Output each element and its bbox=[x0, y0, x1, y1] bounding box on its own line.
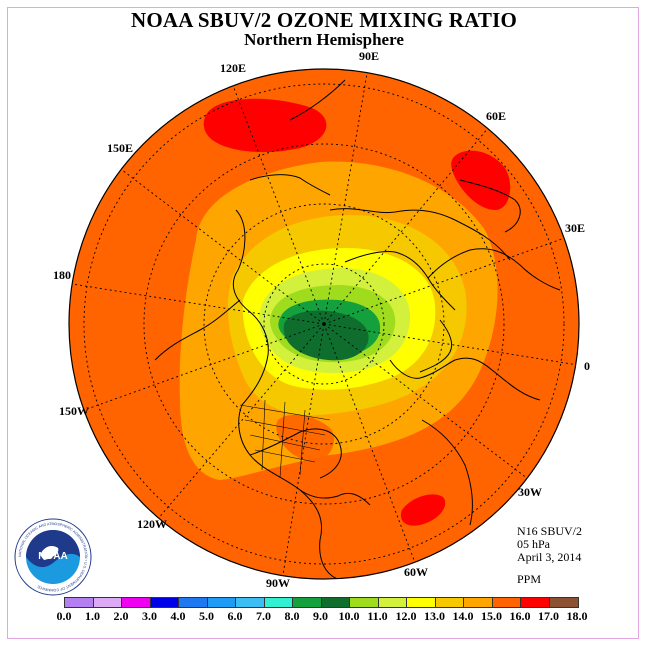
logo-wordmark: NOAA bbox=[38, 551, 67, 562]
colorbar-tick-label: 9.0 bbox=[313, 609, 328, 623]
colorbar bbox=[64, 597, 579, 608]
lon-label-60e: 60E bbox=[486, 109, 506, 123]
colorbar-tick-label: 7.0 bbox=[256, 609, 271, 623]
ozone-max-asia bbox=[203, 98, 327, 153]
colorbar-tick-label: 11.0 bbox=[367, 609, 388, 623]
ozone-max-atlantic bbox=[400, 494, 446, 526]
colorbar-swatch bbox=[122, 598, 151, 607]
map-subtitle: Northern Hemisphere bbox=[244, 30, 404, 49]
colorbar-swatch bbox=[492, 598, 521, 607]
lon-label-120e: 120E bbox=[220, 61, 246, 75]
colorbar-swatch bbox=[549, 598, 578, 607]
lon-label-180: 180 bbox=[53, 268, 71, 282]
map-title: NOAA SBUV/2 OZONE MIXING RATIO bbox=[131, 8, 517, 32]
colorbar-tick-label: 16.0 bbox=[509, 609, 531, 623]
colorbar-swatch bbox=[236, 598, 265, 607]
lon-label-30e: 30E bbox=[565, 221, 585, 235]
colorbar-tick-label: 15.0 bbox=[481, 609, 502, 623]
ozone-max-europe bbox=[451, 150, 511, 210]
lon-label-120w: 120W bbox=[137, 517, 167, 531]
colorbar-swatch bbox=[378, 598, 407, 607]
colorbar-tick-label: 0.0 bbox=[56, 609, 72, 623]
colorbar-swatch bbox=[521, 598, 550, 607]
noaa-logo: NOAA NATIONAL OCEANIC AND ATMOSPHERIC AD… bbox=[14, 518, 92, 596]
graticule bbox=[69, 69, 579, 579]
colorbar-swatch bbox=[435, 598, 464, 607]
units-label: PPM bbox=[517, 572, 542, 586]
colorbar-tick-label: 10.0 bbox=[338, 609, 360, 623]
colorbar-swatch bbox=[179, 598, 208, 607]
colorbar-tick-label: 2.0 bbox=[113, 609, 129, 623]
figure-frame bbox=[7, 7, 639, 639]
lon-label-30w: 30W bbox=[518, 485, 542, 499]
colorbar-swatch bbox=[350, 598, 379, 607]
colorbar-tick-labels: 0.0 1.0 2.0 3.0 4.0 5.0 6.0 7.0 8.0 9.0 10.0 11.0 12… bbox=[0, 609, 648, 625]
colorbar-tick-label: 13.0 bbox=[424, 609, 445, 623]
lon-label-90e: 90E bbox=[359, 49, 379, 63]
colorbar-swatch bbox=[65, 598, 94, 607]
longitude-labels: 90E 60E 30E 0 30W 60W 90W 120W 150W 180 … bbox=[53, 49, 590, 590]
colorbar-swatch bbox=[264, 598, 293, 607]
lon-label-90w: 90W bbox=[266, 576, 290, 590]
colorbar-swatch bbox=[207, 598, 236, 607]
colorbar-swatch bbox=[321, 598, 350, 607]
colorbar-tick-label: 5.0 bbox=[199, 609, 214, 623]
colorbar-swatch bbox=[464, 598, 493, 607]
colorbar-tick-label: 8.0 bbox=[284, 609, 300, 623]
pressure-label: 05 hPa bbox=[517, 537, 550, 551]
colorbar-tick-label: 6.0 bbox=[227, 609, 243, 623]
lon-label-60w: 60W bbox=[404, 565, 428, 579]
colorbar-tick-label: 3.0 bbox=[142, 609, 157, 623]
colorbar-swatch bbox=[407, 598, 436, 607]
colorbar-tick-label: 14.0 bbox=[452, 609, 474, 623]
lon-label-150e: 150E bbox=[107, 141, 133, 155]
colorbar-tick-label: 1.0 bbox=[85, 609, 100, 623]
lon-label-0: 0 bbox=[584, 359, 590, 373]
colorbar-swatch bbox=[150, 598, 179, 607]
us-state-borders bbox=[239, 399, 331, 479]
instrument-label: N16 SBUV/2 bbox=[517, 524, 583, 538]
hemisphere-edge bbox=[68, 68, 580, 580]
ozone-field-9-10 bbox=[283, 310, 369, 361]
colorbar-swatch bbox=[293, 598, 322, 607]
date-label: April 3, 2014 bbox=[517, 550, 582, 564]
colorbar-tick-label: 17.0 bbox=[538, 609, 559, 623]
lon-label-150w: 150W bbox=[59, 404, 89, 418]
colorbar-tick-label: 4.0 bbox=[170, 609, 186, 623]
colorbar-tick-label: 12.0 bbox=[395, 609, 417, 623]
colorbar-tick-label: 18.0 bbox=[566, 609, 588, 623]
colorbar-swatch bbox=[93, 598, 122, 607]
